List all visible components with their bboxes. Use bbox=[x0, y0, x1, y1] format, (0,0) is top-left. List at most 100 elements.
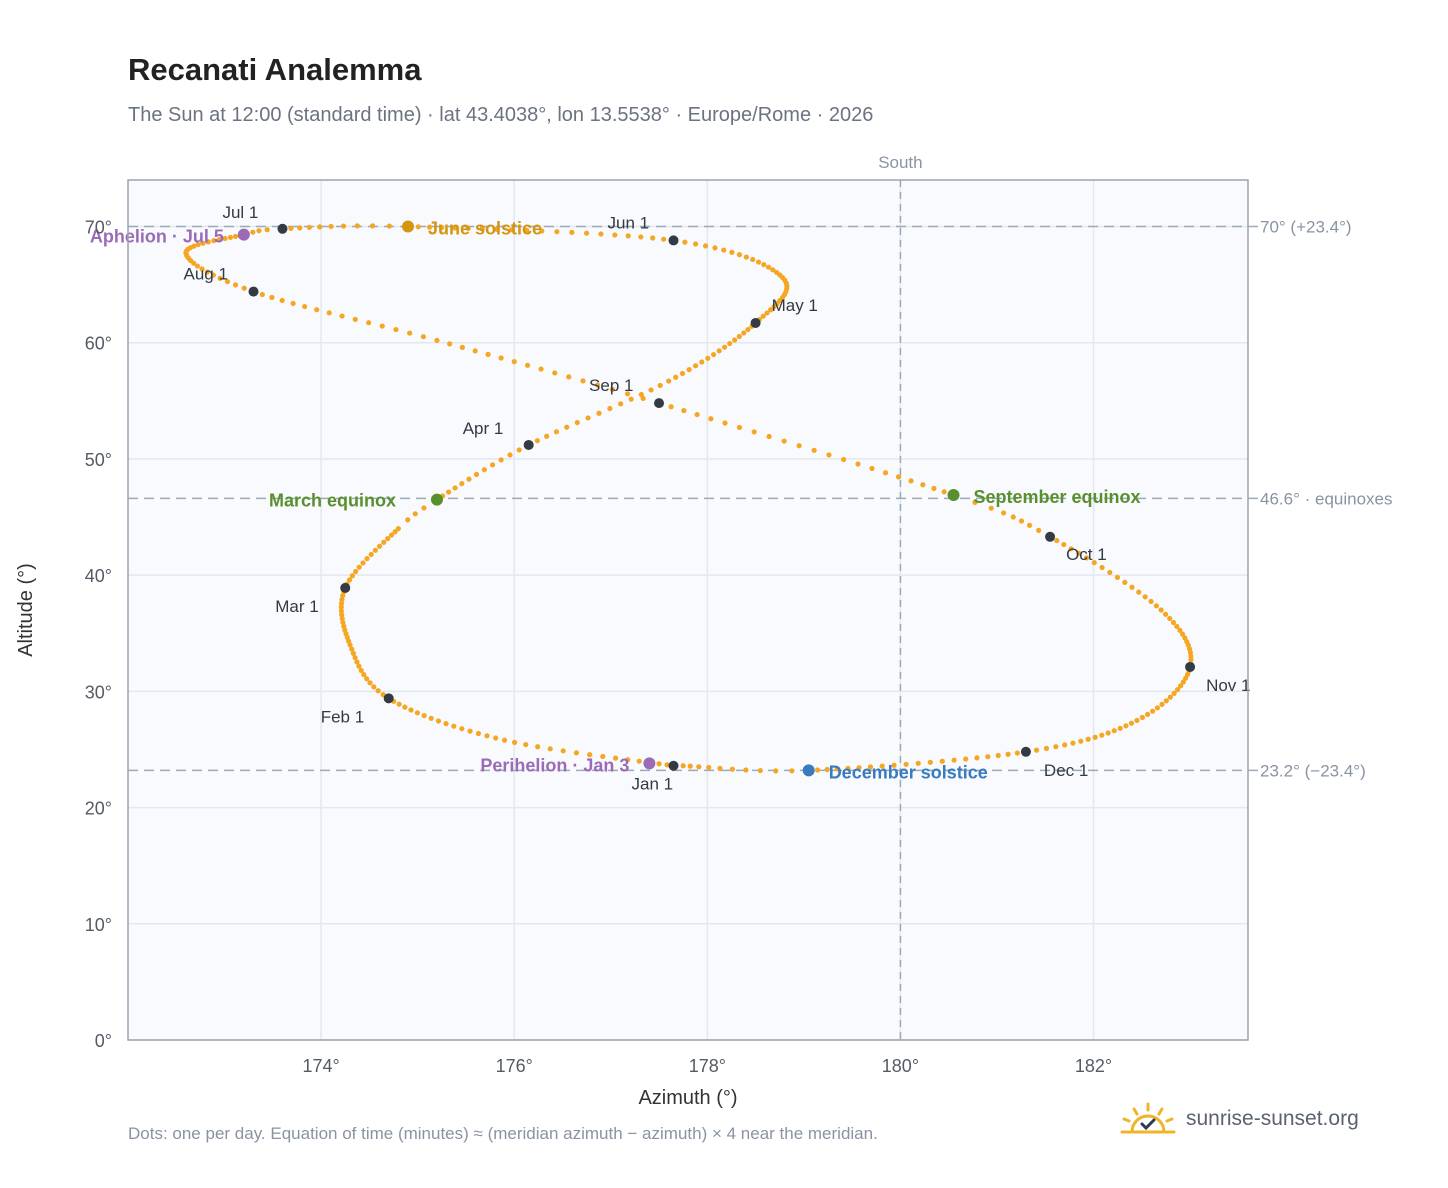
day-dot bbox=[985, 754, 991, 760]
day-dot bbox=[1091, 560, 1097, 566]
day-dot bbox=[350, 650, 356, 656]
day-dot bbox=[1174, 623, 1180, 630]
day-dot bbox=[523, 741, 529, 748]
day-dot bbox=[1162, 611, 1169, 617]
day-dot bbox=[354, 223, 360, 229]
day-dot bbox=[420, 334, 426, 340]
day-dot bbox=[553, 429, 560, 435]
day-dot bbox=[1114, 574, 1121, 581]
day-dot bbox=[770, 267, 776, 273]
month-marker bbox=[668, 235, 679, 246]
event-marker bbox=[402, 220, 414, 233]
event-marker bbox=[237, 228, 250, 241]
day-dot bbox=[360, 560, 366, 566]
day-dot bbox=[729, 766, 735, 772]
day-dot bbox=[625, 757, 631, 763]
day-dot bbox=[494, 226, 500, 232]
day-dot bbox=[339, 596, 345, 603]
day-dot bbox=[1159, 701, 1165, 707]
day-dot bbox=[256, 228, 262, 234]
day-dot bbox=[338, 608, 344, 614]
event-label: September equinox bbox=[974, 487, 1141, 507]
day-dot bbox=[612, 232, 618, 238]
day-dot bbox=[585, 415, 591, 421]
month-marker bbox=[523, 439, 534, 450]
brand-logo[interactable]: sunrise-sunset.org bbox=[1120, 1102, 1359, 1136]
day-dot bbox=[721, 344, 728, 350]
day-dot bbox=[765, 264, 772, 270]
day-dot bbox=[773, 269, 780, 276]
day-dot bbox=[972, 499, 978, 505]
day-dot bbox=[241, 285, 247, 291]
day-dot bbox=[524, 362, 531, 368]
day-dot bbox=[371, 684, 377, 690]
month-marker bbox=[654, 398, 665, 409]
day-dot bbox=[1099, 732, 1105, 738]
day-dot bbox=[1070, 740, 1076, 746]
day-dot bbox=[466, 476, 472, 482]
day-dot bbox=[1123, 723, 1129, 729]
day-dot bbox=[314, 307, 320, 313]
day-dot bbox=[566, 374, 572, 380]
day-dot bbox=[845, 765, 851, 771]
day-dot bbox=[664, 762, 670, 768]
day-dot bbox=[869, 465, 875, 472]
day-dot bbox=[941, 489, 947, 495]
day-dot bbox=[895, 474, 902, 480]
day-dot bbox=[750, 256, 756, 263]
y-tick-label: 40° bbox=[85, 566, 112, 586]
day-dot bbox=[552, 370, 558, 376]
day-dot bbox=[366, 320, 372, 326]
day-dot bbox=[1099, 564, 1105, 571]
day-dot bbox=[1174, 687, 1181, 693]
reference-label: 23.2° (−23.4°) bbox=[1260, 761, 1366, 780]
day-dot bbox=[811, 447, 817, 453]
day-dot bbox=[1177, 627, 1183, 633]
day-dot bbox=[908, 478, 914, 484]
day-dot bbox=[699, 359, 705, 365]
day-dot bbox=[638, 234, 644, 240]
day-dot bbox=[755, 259, 762, 265]
day-dot bbox=[736, 424, 743, 431]
event-marker bbox=[430, 493, 443, 506]
day-dot bbox=[761, 262, 767, 268]
day-dot bbox=[736, 252, 743, 258]
month-marker bbox=[248, 286, 259, 297]
day-dot bbox=[1144, 711, 1151, 718]
day-dot bbox=[927, 759, 933, 765]
day-dot bbox=[346, 577, 353, 583]
day-dot bbox=[773, 768, 779, 774]
day-dot bbox=[636, 758, 642, 764]
day-dot bbox=[364, 676, 370, 682]
day-dot bbox=[939, 758, 945, 764]
day-dot bbox=[722, 420, 728, 426]
day-dot bbox=[963, 756, 969, 762]
day-dot bbox=[459, 481, 465, 487]
day-dot bbox=[1136, 589, 1142, 595]
day-dot bbox=[1083, 555, 1090, 561]
month-marker bbox=[750, 317, 761, 328]
day-dot bbox=[1188, 653, 1194, 659]
day-dot bbox=[681, 407, 687, 414]
month-label: Aug 1 bbox=[184, 265, 228, 284]
event-marker bbox=[947, 488, 960, 501]
day-dot bbox=[407, 330, 413, 336]
day-dot bbox=[743, 767, 749, 773]
day-dot bbox=[361, 672, 367, 678]
day-dot bbox=[393, 326, 399, 333]
plot-frame bbox=[127, 179, 1249, 1041]
day-dot bbox=[708, 416, 714, 422]
day-dot bbox=[428, 715, 434, 721]
reference-lines: South 70° (+23.4°) 46.6° · equinoxes 23.2° … bbox=[128, 153, 1393, 1040]
day-dot bbox=[618, 401, 624, 407]
day-dot bbox=[484, 733, 490, 739]
day-dot bbox=[352, 316, 358, 322]
day-dot bbox=[375, 688, 381, 694]
day-dot bbox=[743, 254, 749, 260]
event-label: Perihelion · Jan 3 bbox=[480, 755, 629, 775]
footnote: Dots: one per day. Equation of time (min… bbox=[128, 1124, 878, 1143]
day-dot bbox=[766, 433, 772, 440]
day-dot bbox=[656, 761, 662, 767]
day-dot bbox=[625, 233, 631, 239]
day-dot bbox=[1062, 742, 1068, 748]
